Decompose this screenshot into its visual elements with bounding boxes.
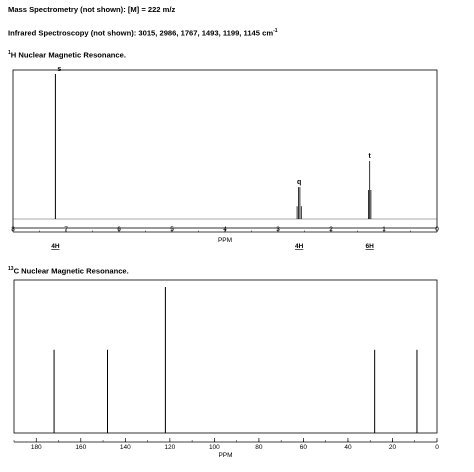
h1-x-tick-label: 8 <box>11 226 15 233</box>
h1-title-text: H Nuclear Magnetic Resonance. <box>10 50 126 60</box>
h1-x-tick-label: 0 <box>435 226 439 233</box>
c13-x-tick-label: 40 <box>344 444 352 451</box>
c13-x-tick-label: 100 <box>209 444 220 451</box>
c13-isotope-label: 13 <box>8 266 14 272</box>
h1-x-tick-label: 4 <box>223 226 227 233</box>
c13-x-tick-label: 80 <box>255 444 263 451</box>
h1-x-tick-label: 2 <box>329 226 333 233</box>
c13-x-tick-label: 140 <box>120 444 131 451</box>
h1-x-tick-label: 1 <box>382 226 386 233</box>
h1-multiplicity-label: s <box>57 66 61 73</box>
c13-plot-frame <box>13 279 438 434</box>
ir-unit-exponent: -1 <box>273 28 278 34</box>
c13-title-text: C Nuclear Magnetic Resonance. <box>13 266 129 276</box>
h1-integration-label: 4H <box>295 243 304 250</box>
c13-x-tick-label: 120 <box>164 444 175 451</box>
c13-x-tick-label: 60 <box>300 444 308 451</box>
h1-plot-frame <box>12 69 438 229</box>
h1-x-tick-label: 5 <box>170 226 174 233</box>
h1-multiplicity-label: t <box>369 153 372 160</box>
h1-integration-label: 4H <box>51 243 60 250</box>
ir-text: Infrared Spectroscopy (not shown): 3015,… <box>8 28 274 38</box>
c13-x-axis-title: PPM <box>218 452 232 459</box>
c13-nmr-title: 13C Nuclear Magnetic Resonance. <box>8 266 129 276</box>
c13-x-tick-label: 180 <box>31 444 42 451</box>
h1-x-tick-label: 3 <box>276 226 280 233</box>
h1-multiplicity-label: q <box>297 179 301 186</box>
c13-x-tick-label: 0 <box>435 444 439 451</box>
h1-integration-label: 6H <box>366 243 375 250</box>
c13-x-tick-label: 160 <box>75 444 86 451</box>
h1-x-axis-title: PPM <box>218 237 232 244</box>
h1-nmr-title: 1H Nuclear Magnetic Resonance. <box>8 50 126 60</box>
h1-x-tick-label: 7 <box>64 226 68 233</box>
h1-isotope-label: 1 <box>8 50 11 56</box>
h1-x-tick-label: 6 <box>117 226 121 233</box>
mass-spec-text: Mass Spectrometry (not shown): [M] = 222… <box>8 5 176 14</box>
ir-spec-text: Infrared Spectroscopy (not shown): 3015,… <box>8 28 278 38</box>
c13-x-tick-label: 20 <box>389 444 397 451</box>
